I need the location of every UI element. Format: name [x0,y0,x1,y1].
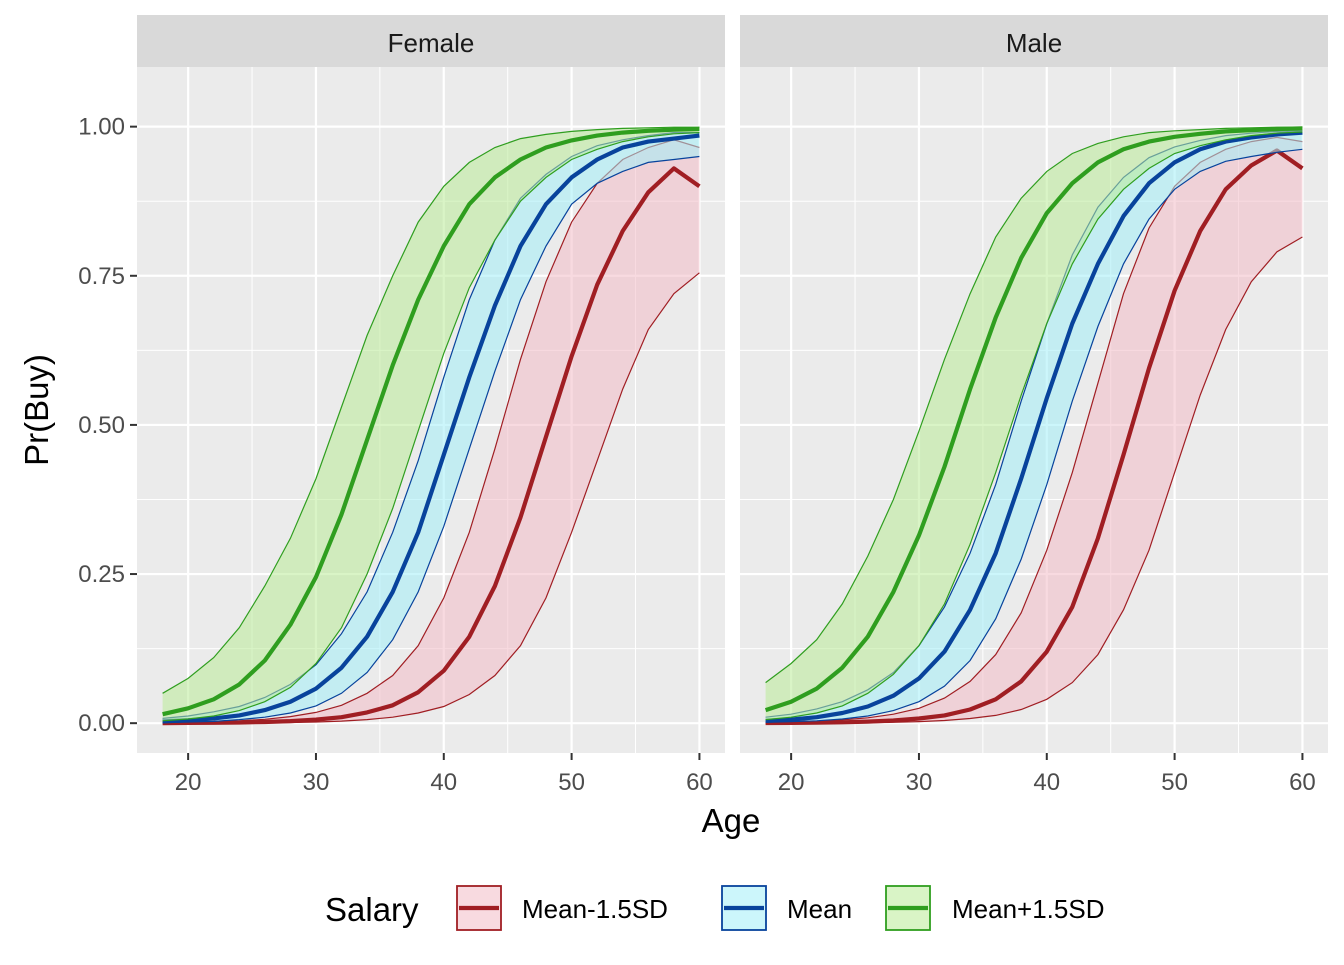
x-tick-label: 60 [1289,769,1316,796]
confidence-ribbon [162,132,700,723]
y-tick-label: 0.00 [78,710,125,737]
ribbon-lower-bound [765,131,1303,721]
facet-strip [740,15,1328,67]
x-tick-label: 20 [778,769,805,796]
series-line [765,148,1304,726]
facet-label: Female [388,28,475,58]
panel-female: Female 20 30 40 50 60 [137,15,725,796]
series-line [764,126,1303,713]
facet-label: Male [1006,28,1062,58]
confidence-ribbon [765,127,1303,720]
legend-item-mean-1-5sd: Mean+1.5SD [885,885,1104,931]
series-line [765,130,1303,723]
x-tick-label: 60 [686,769,713,796]
confidence-ribbon [765,137,1303,724]
confidence-ribbon [162,127,700,721]
legend-title: Salary [325,891,419,928]
ribbon-upper-bound [765,126,1303,684]
x-tick-label: 50 [558,769,585,796]
legend: Salary Mean-1.5SD Mean Mean+1.5SD [325,885,1104,931]
y-axis: 0.00 0.25 0.50 0.75 1.00 [78,114,137,737]
legend-item-mean-1-5sd: Mean-1.5SD [456,885,668,931]
series-line [162,166,701,726]
x-tick-label: 30 [906,769,933,796]
panels-layer: Female 20 30 40 50 60 Male 20 30 40 50 60 [137,15,1328,796]
legend-label: Mean [787,894,852,924]
x-tick-label: 30 [303,769,330,796]
y-tick-label: 1.00 [78,114,125,141]
ribbon-lower-bound [765,148,1303,723]
x-tick-label: 40 [430,769,457,796]
panel-male: Male 20 30 40 50 60 [740,15,1328,796]
x-axis-title: Age [702,802,761,839]
confidence-ribbon [162,139,700,724]
series-line [162,133,700,724]
x-tick-label: 40 [1033,769,1060,796]
legend-item-mean: Mean [721,885,852,931]
confidence-ribbon [765,130,1303,723]
series-line [162,126,700,717]
legend-label: Mean-1.5SD [522,894,668,924]
y-tick-label: 0.25 [78,561,125,588]
ribbon-lower-bound [162,132,700,722]
ribbon-upper-bound [162,126,700,694]
ribbon-lower-bound [162,155,700,724]
legend-label: Mean+1.5SD [952,894,1104,924]
facet-strip [137,15,725,67]
y-tick-label: 0.50 [78,412,125,439]
series-mean-1-5sd [162,126,700,722]
x-tick-label: 20 [175,769,202,796]
y-tick-label: 0.75 [78,263,125,290]
series-mean-1-5sd [764,126,1303,721]
x-tick-label: 50 [1161,769,1188,796]
y-axis-title: Pr(Buy) [18,354,55,466]
